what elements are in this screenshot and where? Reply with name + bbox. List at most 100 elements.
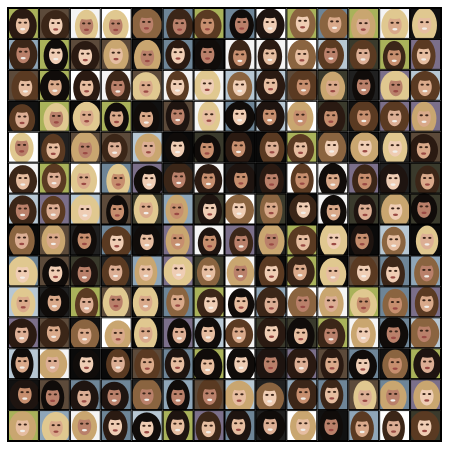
tile-border (100, 38, 132, 70)
hair-top (354, 227, 370, 235)
face (200, 356, 215, 376)
face (139, 109, 154, 128)
eye (424, 146, 429, 149)
hair-top (45, 137, 61, 144)
mouth (206, 119, 212, 122)
hair-top (138, 106, 155, 113)
face (77, 416, 92, 436)
eye (50, 298, 54, 301)
face (232, 324, 246, 344)
mouth (362, 150, 368, 153)
eye (266, 81, 270, 84)
face (79, 16, 94, 35)
face (170, 76, 185, 96)
mouth (22, 90, 28, 93)
face-tile (193, 69, 225, 101)
tile-border (255, 348, 287, 380)
hair-top (264, 135, 280, 143)
face-tile (162, 69, 194, 101)
eye (54, 329, 59, 332)
eye (422, 299, 426, 302)
mouth (268, 243, 274, 246)
face (262, 106, 277, 126)
face-tile (317, 38, 349, 70)
tile-border (38, 131, 70, 163)
tile-border (286, 8, 318, 39)
eye (80, 422, 84, 425)
eye (364, 361, 368, 364)
eye (332, 390, 337, 393)
face-tile (379, 317, 411, 349)
mouth (239, 27, 245, 30)
face (355, 230, 369, 250)
eye (112, 238, 116, 241)
tile-border (255, 69, 287, 101)
face-tile (255, 224, 287, 256)
face (386, 263, 400, 283)
face-tile (131, 255, 163, 287)
mouth (422, 89, 428, 93)
eye (423, 177, 427, 180)
face (417, 417, 432, 436)
hair-top (200, 415, 217, 422)
eye (334, 177, 338, 180)
mouth (51, 335, 57, 339)
hair-top (13, 227, 30, 234)
eye (179, 392, 183, 395)
mouth (362, 213, 368, 217)
hair-top (200, 167, 217, 174)
eye (334, 269, 338, 272)
tile-border (410, 348, 442, 380)
eye (422, 268, 426, 271)
mouth (50, 152, 56, 156)
face-tile (100, 69, 132, 101)
eye (326, 422, 330, 425)
mouth (236, 336, 242, 340)
hair-top (78, 13, 95, 20)
face (265, 138, 279, 158)
eye (141, 268, 145, 271)
mouth (268, 88, 274, 91)
eye (173, 51, 177, 54)
eye (419, 51, 423, 54)
mouth (236, 150, 241, 154)
hair-top (262, 72, 279, 80)
tile-border (317, 162, 349, 194)
eye (298, 205, 303, 208)
tile-border (224, 193, 256, 225)
hair-top (231, 74, 248, 81)
face (388, 355, 402, 374)
hair-top (140, 135, 157, 143)
eye (117, 51, 121, 54)
eye (267, 177, 271, 180)
eye (173, 392, 177, 395)
mouth (114, 245, 120, 248)
eye (110, 422, 115, 425)
eye (117, 114, 121, 117)
eye (174, 330, 179, 333)
eye (115, 393, 119, 396)
hair-top (139, 352, 156, 359)
eye (332, 331, 336, 334)
hair-top (77, 136, 93, 143)
face (45, 354, 60, 373)
mouth (422, 27, 427, 30)
hair-top (355, 291, 372, 298)
face-tile (317, 131, 349, 163)
tile-border (379, 38, 411, 70)
eye (422, 360, 427, 363)
hair-top (47, 74, 63, 81)
face (296, 231, 310, 251)
mouth (422, 429, 428, 433)
eye (388, 392, 392, 395)
mouth (114, 120, 119, 124)
mouth (236, 212, 242, 215)
face-tile (286, 379, 318, 411)
hair-top (419, 228, 435, 235)
eye (113, 177, 118, 180)
eye (328, 269, 332, 272)
eye (208, 362, 212, 365)
tile-border (348, 286, 380, 318)
hair-top (323, 290, 339, 297)
eye (55, 175, 59, 178)
